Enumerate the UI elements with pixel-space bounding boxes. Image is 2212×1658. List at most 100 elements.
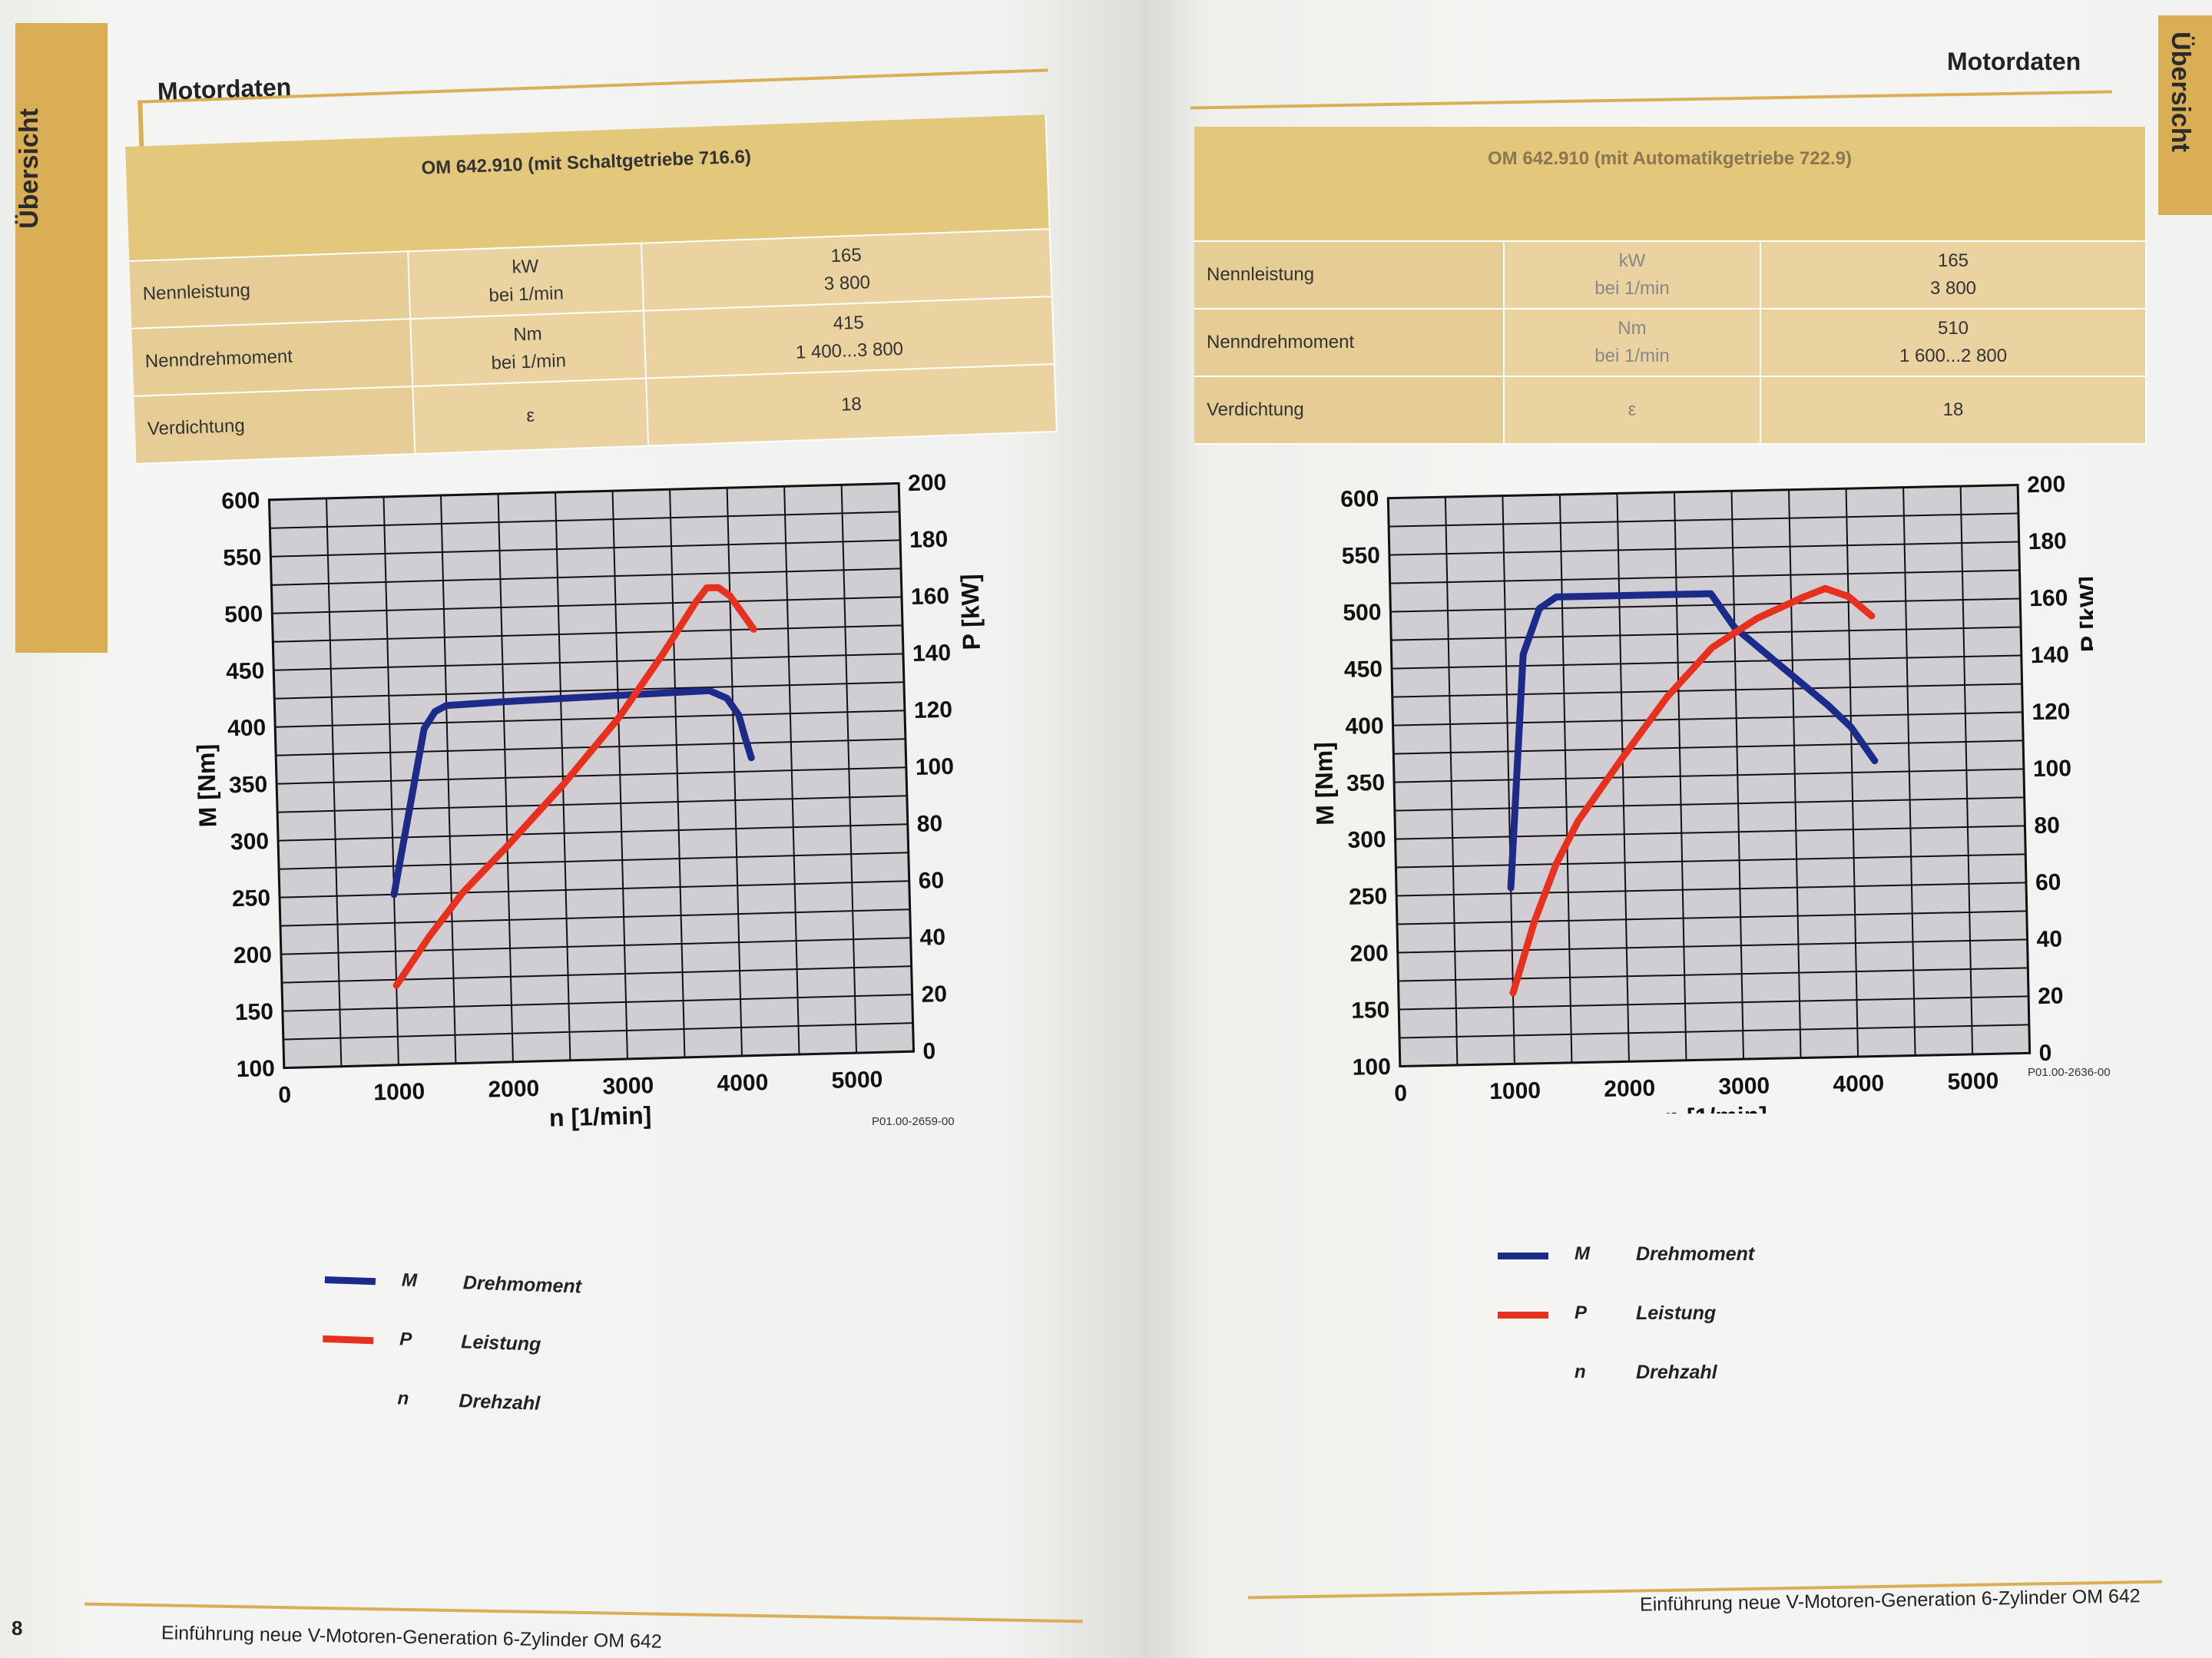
table-row: Nenndrehmoment Nm bei 1/min 510 1 600...2 … — [1194, 309, 2147, 377]
legend-label: Leistung — [460, 1331, 541, 1355]
y-tick-label-left: 300 — [230, 829, 270, 855]
row-unit: Nm bei 1/min — [410, 310, 647, 387]
legend-symbol: M — [1575, 1243, 1590, 1264]
grid-line-horizontal — [276, 766, 906, 785]
legend: M Drehmoment P Leistung n Drehzahl — [320, 1264, 725, 1431]
table-row: Nennleistung kW bei 1/min 165 3 800 — [1194, 241, 2147, 309]
grid-line-horizontal — [1389, 512, 2018, 528]
legend: M Drehmoment P Leistung n Drehzahl — [1498, 1240, 1897, 1394]
grid-line-horizontal — [1394, 768, 2024, 783]
grid-line-horizontal — [271, 568, 902, 586]
y-tick-label-left: 250 — [232, 885, 271, 912]
legend-symbol: n — [397, 1388, 409, 1409]
legend-item: P Leistung — [1498, 1299, 1882, 1330]
y-tick-label-left: 150 — [1351, 998, 1390, 1024]
footer-rule — [84, 1602, 1083, 1623]
x-tick-label: 2000 — [1604, 1076, 1655, 1102]
y-axis-label-left: M [Nm] — [1310, 742, 1339, 826]
grid-line-horizontal — [1398, 967, 2028, 982]
y-tick-label-right: 40 — [2036, 926, 2062, 952]
y-tick-label-right: 100 — [2033, 756, 2072, 782]
y-tick-label-right: 140 — [912, 640, 952, 667]
grid-line-horizontal — [1391, 626, 2022, 641]
row-unit: Nm bei 1/min — [1504, 309, 1761, 377]
grid-line-horizontal — [270, 511, 900, 529]
legend-label: Leistung — [1636, 1302, 1717, 1324]
grid-line-horizontal — [272, 596, 902, 614]
x-tick-label: 4000 — [717, 1070, 769, 1097]
right-page: Übersicht Motordaten OM 642.910 (mit Aut… — [1144, 0, 2212, 1658]
y-tick-label-right: 60 — [918, 868, 944, 894]
legend-item: P Leistung — [323, 1323, 707, 1367]
x-tick-label: 3000 — [1718, 1073, 1770, 1099]
power-swatch — [1498, 1312, 1548, 1319]
grid-line-horizontal — [277, 795, 907, 813]
y-tick-label-right: 20 — [921, 981, 947, 1008]
y-tick-label-right: 60 — [2035, 869, 2061, 895]
grid-line-horizontal — [1399, 1024, 2029, 1039]
torque-power-chart-manual: 1001502002503003504004505005506000204060… — [192, 470, 985, 1132]
row-label: Nennleistung — [129, 251, 411, 329]
grid-line-horizontal — [1392, 683, 2022, 698]
x-tick-label: 2000 — [488, 1076, 540, 1103]
heading-rule — [1190, 90, 2112, 110]
engine-spec-table: OM 642.910 (mit Schaltgetriebe 716.6) Ne… — [125, 114, 1058, 465]
grid-line-horizontal — [280, 937, 911, 955]
y-tick-label-left: 350 — [1346, 770, 1386, 796]
grid-line-horizontal — [1389, 569, 2020, 584]
grid-line-horizontal — [273, 653, 904, 671]
y-tick-label-right: 120 — [2032, 699, 2071, 725]
grid-line-horizontal — [1390, 597, 2021, 613]
table-header-row: OM 642.910 (mit Automatikgetriebe 722.9) — [1194, 127, 2147, 242]
y-axis-label-right: P [kW] — [955, 574, 985, 650]
power-swatch — [323, 1335, 374, 1345]
grid-line-horizontal — [1389, 541, 2019, 556]
power-curve — [392, 584, 757, 989]
grid-line-horizontal — [1396, 910, 2027, 925]
row-label: Nenndrehmoment — [1194, 309, 1505, 377]
x-tick-label: 5000 — [831, 1067, 883, 1094]
row-label: Verdichtung — [134, 386, 416, 464]
grid-line-horizontal — [279, 880, 909, 898]
row-label: Nennleistung — [1194, 241, 1505, 309]
y-tick-label-left: 100 — [1352, 1054, 1391, 1081]
page-title: Motordaten — [157, 72, 292, 106]
legend-symbol: M — [401, 1269, 418, 1292]
y-tick-label-right: 80 — [916, 811, 942, 837]
x-tick-label: 5000 — [1947, 1068, 1998, 1094]
grid-line-horizontal — [279, 852, 909, 870]
legend-label: Drehmoment — [462, 1272, 582, 1298]
grid-line-horizontal — [274, 681, 904, 700]
x-tick-label: 0 — [1394, 1081, 1407, 1106]
y-tick-label-left: 600 — [1340, 486, 1379, 512]
y-tick-label-right: 100 — [915, 754, 954, 780]
y-tick-label-left: 350 — [229, 772, 268, 798]
y-tick-label-right: 200 — [908, 470, 947, 496]
y-tick-label-right: 180 — [2028, 528, 2067, 554]
torque-curve — [390, 687, 755, 898]
y-tick-label-left: 550 — [223, 544, 262, 571]
torque-curve — [1507, 590, 1879, 892]
torque-swatch — [324, 1276, 376, 1286]
y-tick-label-left: 100 — [236, 1056, 275, 1082]
y-tick-label-left: 550 — [1342, 543, 1381, 569]
y-tick-label-right: 140 — [2030, 642, 2069, 668]
figure-code: P01.00-2636-00 — [2028, 1066, 2111, 1079]
y-tick-label-left: 450 — [226, 658, 265, 684]
grid-line-horizontal — [280, 908, 910, 927]
grid-line-horizontal — [282, 994, 912, 1012]
y-tick-label-left: 200 — [233, 942, 272, 968]
y-tick-label-right: 80 — [2034, 812, 2060, 839]
x-tick-label: 0 — [278, 1082, 292, 1107]
y-tick-label-right: 160 — [911, 584, 950, 610]
x-axis-label: n [1/min] — [549, 1101, 652, 1131]
row-unit: kW bei 1/min — [408, 243, 644, 319]
y-tick-label-right: 0 — [922, 1038, 936, 1064]
y-tick-label-right: 180 — [909, 527, 949, 553]
legend-item: M Drehmoment — [324, 1264, 709, 1308]
x-axis-label: n [1/min] — [1664, 1102, 1767, 1114]
y-tick-label-right: 160 — [2029, 585, 2068, 611]
grid-line-horizontal — [273, 624, 903, 643]
section-tab — [15, 23, 108, 653]
page-title: Motordaten — [1947, 48, 2081, 75]
